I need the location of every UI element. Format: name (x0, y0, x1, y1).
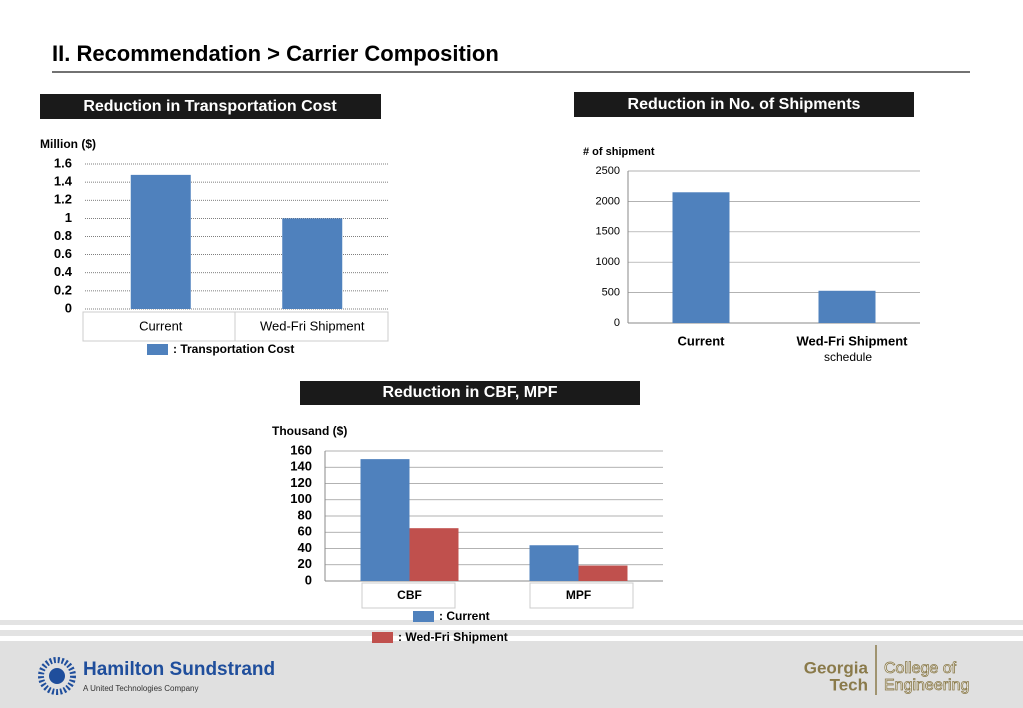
x-tick-label: CBF (397, 588, 422, 602)
y-tick-label: 120 (290, 475, 312, 490)
y-tick-label: 1.4 (54, 174, 73, 189)
y-axis-label: Thousand ($) (272, 424, 347, 438)
bar (578, 565, 628, 581)
school-name: Tech (830, 675, 868, 694)
chart-title: Reduction in Transportation Cost (83, 98, 337, 115)
legend-swatch (413, 611, 434, 622)
y-tick-label: 2000 (596, 195, 620, 207)
company-name: Hamilton Sundstrand (83, 659, 275, 680)
y-tick-label: 0 (65, 300, 72, 315)
y-tick-label: 0.2 (54, 282, 72, 297)
company-logo (49, 668, 65, 684)
y-axis-label: # of shipment (583, 146, 655, 158)
y-tick-label: 1.6 (54, 155, 72, 170)
college-name: Engineering (884, 677, 969, 694)
y-tick-label: 0 (614, 317, 620, 329)
bar (130, 174, 191, 309)
y-tick-label: 1500 (596, 226, 620, 238)
category-cell (529, 582, 634, 609)
x-tick-label: Wed-Fri Shipment (797, 333, 909, 348)
footer (0, 641, 1023, 708)
x-tick-label: MPF (566, 588, 591, 602)
y-tick-label: 0 (305, 572, 312, 587)
annotation: schedule (824, 350, 872, 364)
chart-title: Reduction in No. of Shipments (628, 96, 861, 113)
legend-label: : Wed-Fri Shipment (398, 630, 508, 644)
y-tick-label: 80 (298, 507, 312, 522)
bar (360, 459, 410, 581)
x-tick-label: Current (678, 333, 726, 348)
category-cell (234, 311, 389, 342)
y-tick-label: 140 (290, 459, 312, 474)
x-tick-label: Current (139, 318, 183, 333)
company-subtitle: A United Technologies Company (83, 684, 198, 693)
bar (282, 218, 343, 309)
bar (818, 290, 876, 323)
footer-stripe (0, 620, 1023, 625)
category-cell (82, 311, 236, 342)
y-axis-label: Million ($) (40, 137, 96, 151)
category-cell (361, 582, 456, 609)
legend-swatch (372, 632, 393, 643)
x-tick-label: Wed-Fri Shipment (260, 318, 365, 333)
legend-swatch (147, 344, 168, 355)
header-box (300, 381, 640, 405)
y-tick-label: 1000 (596, 256, 620, 268)
college-name: College of (884, 660, 957, 677)
footer-stripe (0, 630, 1023, 636)
bar (672, 192, 730, 323)
bar (409, 528, 459, 581)
header-box (40, 94, 381, 119)
y-tick-label: 0.6 (54, 246, 72, 261)
chart-title: Reduction in CBF, MPF (382, 384, 557, 401)
y-tick-label: 1.2 (54, 192, 72, 207)
bar (529, 545, 579, 581)
header-box (574, 92, 914, 117)
slide-title: II. Recommendation > Carrier Composition (52, 41, 499, 66)
legend-label: : Transportation Cost (173, 342, 294, 356)
y-tick-label: 160 (290, 442, 312, 457)
y-tick-label: 0.8 (54, 228, 72, 243)
y-tick-label: 0.4 (54, 264, 73, 279)
school-name: Georgia (804, 658, 869, 677)
y-tick-label: 40 (298, 540, 312, 555)
legend-label: : Current (439, 609, 490, 623)
y-tick-label: 20 (298, 556, 312, 571)
y-tick-label: 100 (290, 491, 312, 506)
y-tick-label: 2500 (596, 165, 620, 177)
y-tick-label: 60 (298, 524, 312, 539)
y-tick-label: 1 (65, 210, 72, 225)
company-logo (38, 657, 76, 695)
y-tick-label: 500 (602, 287, 620, 299)
